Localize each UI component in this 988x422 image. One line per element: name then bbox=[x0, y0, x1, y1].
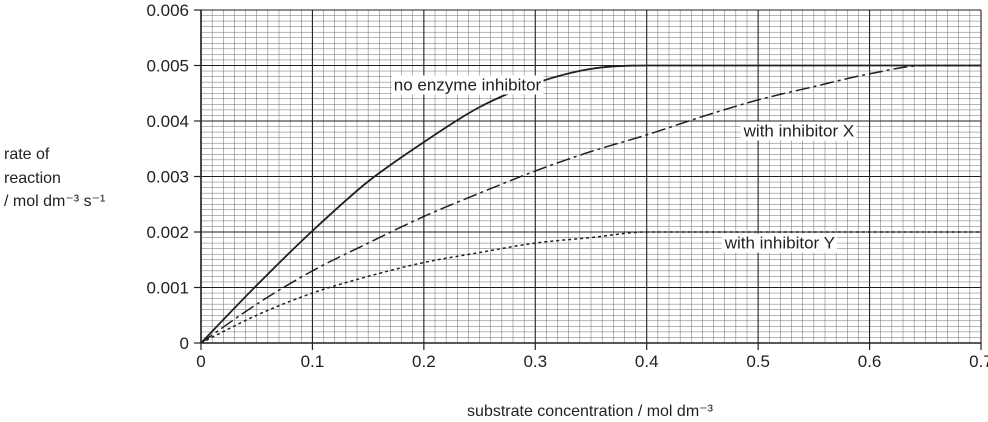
label-group-with-inhibitor-x: with inhibitor X bbox=[740, 121, 857, 141]
axes bbox=[194, 9, 982, 350]
y-tick-label: 0.005 bbox=[146, 57, 189, 76]
x-axis-title: substrate concentration / mol dm⁻³ bbox=[467, 403, 714, 420]
label-with-inhibitor-x: with inhibitor X bbox=[743, 122, 855, 141]
x-tick-label: 0.6 bbox=[858, 352, 882, 371]
x-tick-label: 0.4 bbox=[635, 352, 659, 371]
label-background bbox=[391, 75, 544, 95]
tick-labels: 0 0.001 0.002 0.003 0.004 0.005 0.006 0 0.1 0.2 0.… bbox=[146, 1, 988, 371]
label-with-inhibitor-y: with inhibitor Y bbox=[724, 234, 835, 253]
y-tick-label: 0.004 bbox=[146, 112, 189, 131]
label-group-no-enzyme-inhibitor: no enzyme inhibitor bbox=[391, 75, 544, 95]
y-tick-label: 0 bbox=[180, 334, 189, 353]
label-no-enzyme-inhibitor: no enzyme inhibitor bbox=[394, 75, 542, 94]
x-tick-label: 0.3 bbox=[523, 352, 547, 371]
y-tick-label: 0.002 bbox=[146, 223, 189, 242]
y-tick-label: 0.001 bbox=[146, 279, 189, 298]
curve-labels: no enzyme inhibitor with inhibitor X with … bbox=[391, 75, 857, 253]
curve-with-inhibitor-y bbox=[200, 231, 981, 344]
x-tick-label: 0.5 bbox=[746, 352, 770, 371]
y-axis-title-line-1: rate of bbox=[4, 146, 50, 163]
curves bbox=[200, 64, 981, 344]
y-tick-label: 0.006 bbox=[146, 1, 189, 20]
x-tick-label: 0.2 bbox=[412, 352, 436, 371]
curve-no-enzyme-inhibitor bbox=[200, 64, 981, 344]
y-axis-title-line-2: reaction bbox=[4, 170, 61, 187]
label-background bbox=[740, 121, 857, 141]
x-tick-label: 0.1 bbox=[301, 352, 325, 371]
x-tick-label: 0.7 bbox=[969, 352, 988, 371]
y-axis-title-line-3: / mol dm⁻³ s⁻¹ bbox=[4, 193, 105, 210]
curve-with-inhibitor-x bbox=[200, 64, 981, 344]
y-tick-label: 0.003 bbox=[146, 168, 189, 187]
x-tick-label: 0 bbox=[196, 352, 205, 371]
label-background bbox=[721, 233, 837, 253]
label-group-with-inhibitor-y: with inhibitor Y bbox=[721, 233, 837, 253]
